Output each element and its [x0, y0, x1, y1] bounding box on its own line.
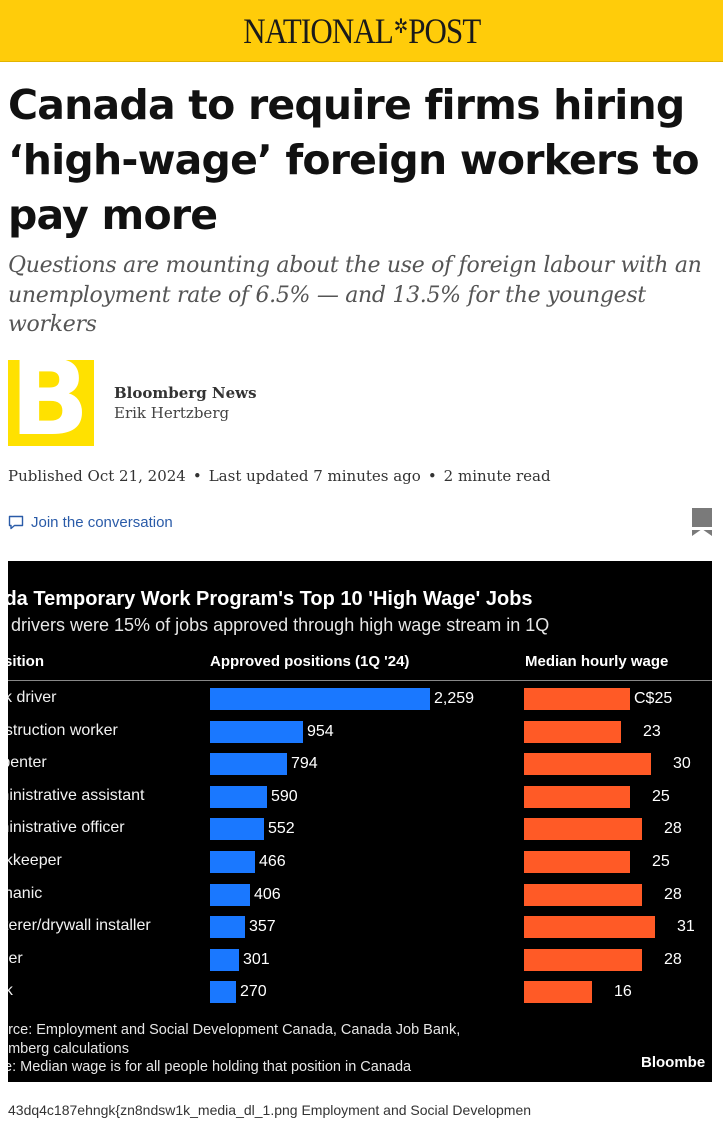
join-conversation-label: Join the conversation [31, 514, 173, 531]
comment-icon [8, 515, 24, 530]
bookmark-icon[interactable] [692, 508, 712, 536]
maple-leaf-icon: ✲ [393, 15, 407, 38]
article-headline: Canada to require firms hiring ‘high-wag… [8, 81, 700, 239]
positions-value-label: 301 [243, 950, 270, 968]
join-conversation-link[interactable]: Join the conversation [8, 514, 173, 531]
chart-image: anada Temporary Work Program's Top 10 'H… [8, 561, 712, 1082]
wage-bar [524, 916, 655, 939]
positions-value-label: 2,259 [434, 690, 475, 707]
positions-value-label: 552 [268, 820, 295, 838]
positions-bar [210, 818, 264, 841]
chart-category-label: okkeeper [8, 852, 62, 869]
chart-category-label: ministrative officer [8, 819, 125, 837]
published-date: Published Oct 21, 2024 [8, 467, 186, 485]
bloomberg-logo[interactable]: B [8, 360, 94, 446]
chart-category-label: ok [8, 982, 13, 1000]
chart-title: anada Temporary Work Program's Top 10 'H… [8, 588, 533, 610]
chart-category-label: lder [8, 949, 23, 967]
positions-bar [210, 851, 255, 873]
wage-value-label: 25 [652, 853, 670, 870]
positions-value-label: 357 [249, 918, 276, 936]
positions-bar [210, 981, 236, 1004]
wage-value-label: 25 [652, 787, 670, 805]
chart-wage-note: te: Median wage is for all people holdin… [8, 1059, 412, 1075]
wage-bar [524, 883, 642, 906]
positions-bar [210, 688, 430, 710]
wage-value-label: 31 [677, 918, 695, 936]
positions-value-label: 794 [291, 755, 318, 773]
chart-category-label: ministrative assistant [8, 786, 145, 804]
wage-value-label: 16 [614, 983, 632, 1001]
chart-source-note-cont: omberg calculations [8, 1041, 129, 1057]
positions-bar [210, 753, 287, 776]
national-post-logo[interactable]: NATIONAL✲POST [242, 10, 481, 51]
article-meta: Published Oct 21, 2024 • Last updated 7 mi… [8, 467, 551, 485]
chart-category-label: sterer/drywall installer [8, 917, 151, 935]
positions-value-label: 954 [307, 722, 334, 740]
masthead: NATIONAL✲POST [0, 0, 723, 62]
image-caption: 43dq4c187ehngk{zn8ndsw1k_media_dl_1.png … [8, 1102, 532, 1118]
article-subhead: Questions are mounting about the use of … [8, 253, 702, 337]
last-updated: Last updated 7 minutes ago [208, 467, 421, 485]
wage-bar [524, 851, 630, 873]
column-header-median-wage: Median hourly wage [525, 653, 669, 670]
positions-value-label: 406 [254, 885, 281, 903]
wage-bar [524, 785, 630, 808]
wage-bar [524, 688, 630, 710]
chart-category-label: nstruction worker [8, 721, 118, 739]
bloomberg-logo-letter: B [10, 360, 90, 446]
positions-bar [210, 883, 250, 906]
meta-separator: • [427, 467, 437, 485]
chart-category-label: chanic [8, 884, 43, 902]
positions-value-label: 270 [240, 983, 267, 1001]
wage-bar [524, 948, 642, 971]
positions-bar [210, 948, 239, 971]
wage-value-label: 28 [664, 950, 682, 968]
wage-bar [524, 981, 592, 1004]
positions-value-label: 466 [259, 853, 286, 870]
wage-bar [524, 720, 621, 743]
wage-bar [524, 818, 642, 841]
wage-value-label: 30 [673, 755, 691, 773]
wage-value-label: 28 [664, 820, 682, 838]
author-name[interactable]: Erik Hertzberg [114, 404, 230, 422]
chart-subtitle: uck drivers were 15% of jobs approved th… [8, 615, 550, 635]
positions-bar [210, 916, 245, 939]
logo-text-right: POST [407, 10, 481, 51]
wage-value-label: 28 [664, 885, 682, 903]
wage-value-label: 23 [643, 722, 661, 740]
chart-source-note: urce: Employment and Social Development … [8, 1022, 461, 1038]
positions-bar [210, 720, 303, 743]
logo-text-left: NATIONAL [242, 10, 393, 51]
wage-bar [524, 753, 651, 776]
wage-value-label: C$25 [634, 690, 673, 707]
meta-separator: • [192, 467, 202, 485]
read-time: 2 minute read [443, 467, 551, 485]
chart-category-label: ck driver [8, 689, 57, 706]
column-header-position: sition [8, 653, 44, 670]
column-header-approved-positions: Approved positions (1Q '24) [210, 653, 410, 670]
chart-brand: Bloombe [641, 1054, 706, 1071]
positions-bar [210, 785, 267, 808]
author-outlet[interactable]: Bloomberg News [114, 384, 257, 402]
chart-category-label: rpenter [8, 754, 47, 772]
chart-divider [8, 680, 712, 681]
positions-value-label: 590 [271, 787, 298, 805]
